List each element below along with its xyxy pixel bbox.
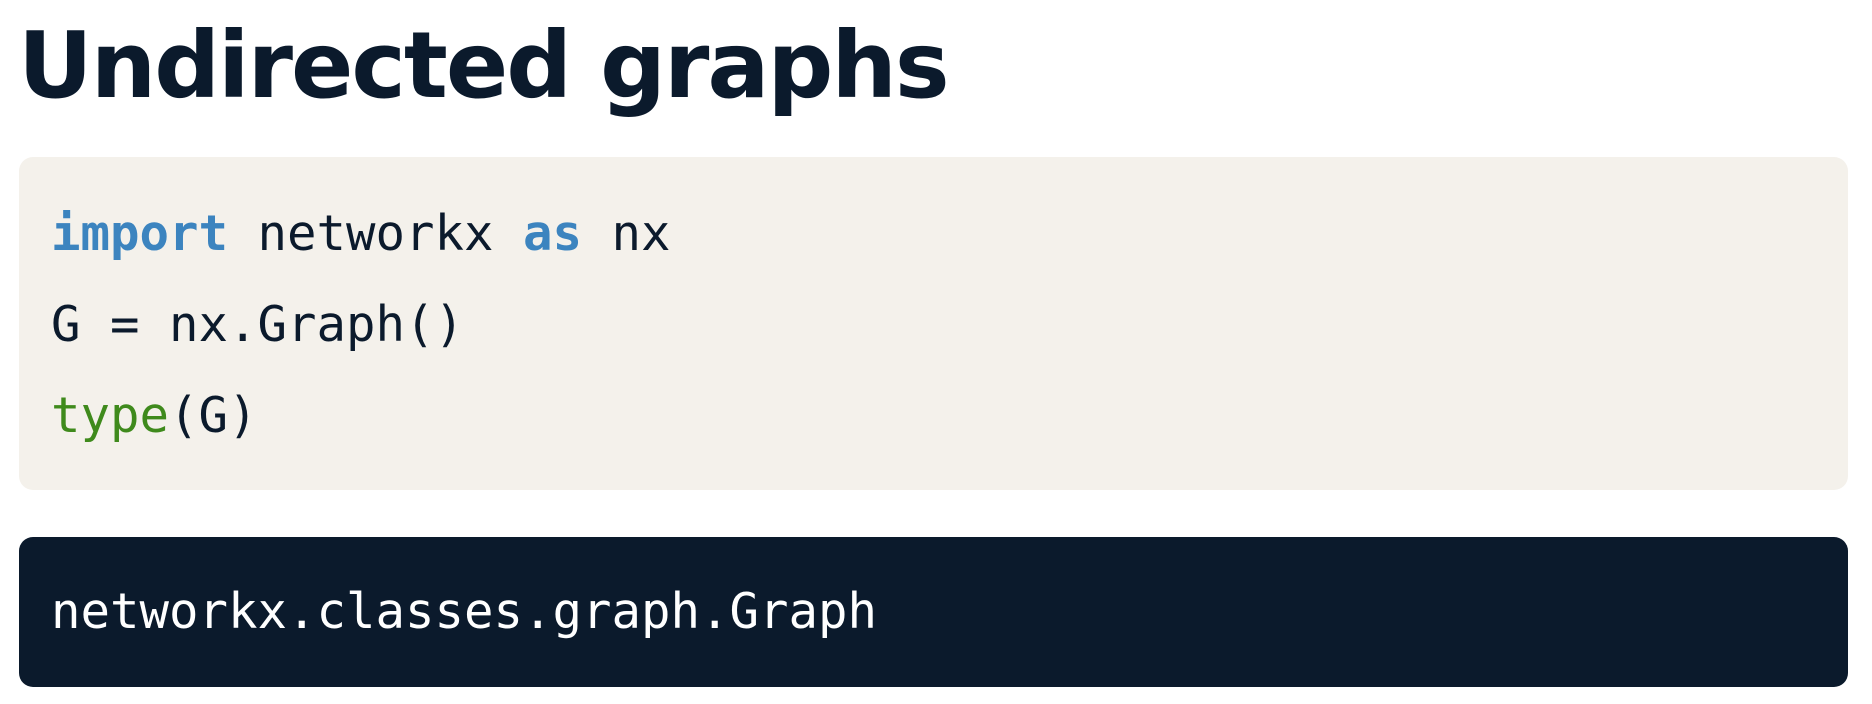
code-block: import networkx as nx G = nx.Graph() typ… xyxy=(19,157,1848,490)
output-block: networkx.classes.graph.Graph xyxy=(19,537,1848,687)
builtin-type: type xyxy=(51,387,170,444)
output-text: networkx.classes.graph.Graph xyxy=(51,583,878,640)
keyword-import: import xyxy=(51,205,229,262)
code-line-graph-assignment: G = nx.Graph() xyxy=(51,295,464,355)
module-alias: nx xyxy=(582,205,671,262)
keyword-as: as xyxy=(523,205,583,262)
code-line-type-call: type(G) xyxy=(51,386,258,446)
graph-assignment: G = nx.Graph() xyxy=(51,296,465,353)
module-name: networkx xyxy=(228,205,524,262)
page-title: Undirected graphs xyxy=(18,12,950,119)
code-line-import: import networkx as nx xyxy=(51,204,671,264)
type-call-args: (G) xyxy=(169,387,258,444)
